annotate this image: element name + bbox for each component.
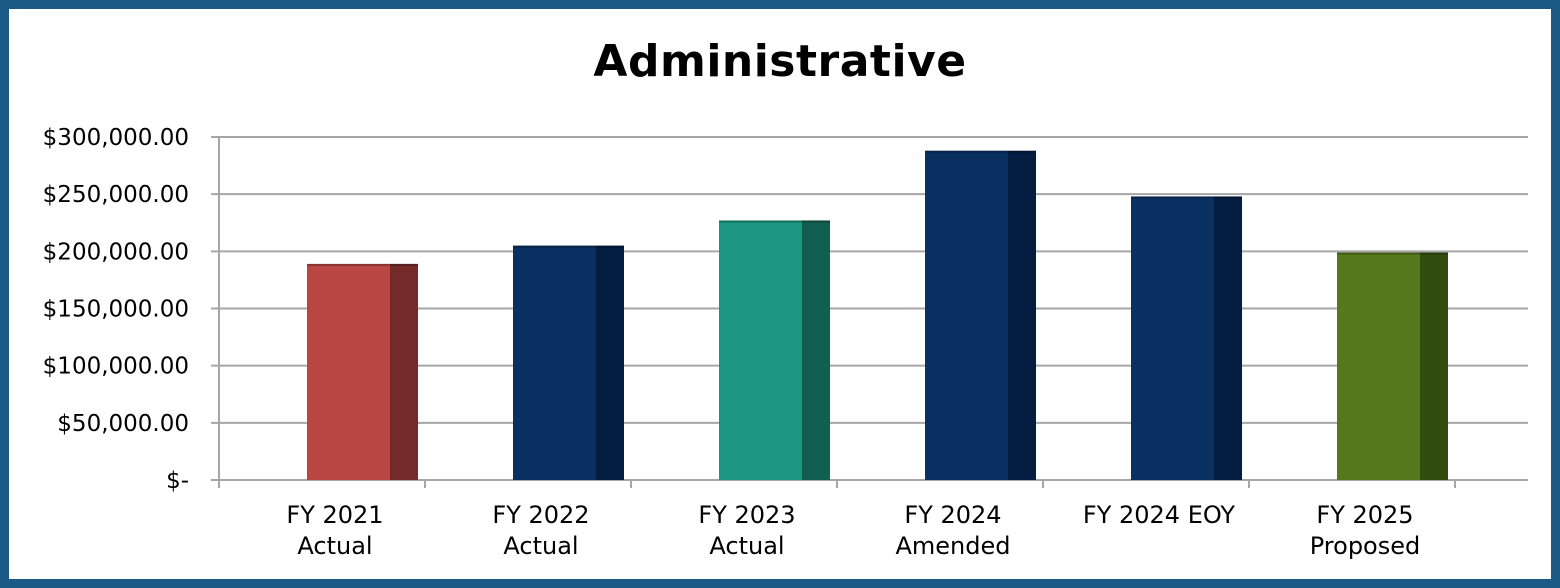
bar [1337,252,1420,480]
bar-side [390,263,418,480]
x-tick-label: FY 2021 [286,501,383,529]
y-tick-label: $50,000.00 [57,411,189,437]
bar [307,263,390,480]
x-tick-label: Amended [895,532,1010,560]
y-tick-label: $150,000.00 [43,297,189,323]
y-tick-label: $200,000.00 [43,239,189,265]
y-tick-label: $100,000.00 [43,354,189,380]
y-tick-label: $300,000.00 [43,125,189,151]
x-tick-label: FY 2024 [904,501,1001,529]
x-tick-label: Actual [503,532,578,560]
x-tick-label: FY 2024 EOY [1083,501,1236,529]
bar-side [1214,196,1242,480]
bar-side [1008,150,1036,480]
y-tick-label: $- [166,468,189,494]
bar-side [596,245,624,480]
bar [1131,196,1214,480]
x-tick-label: FY 2023 [698,501,795,529]
x-tick-label: Actual [709,532,784,560]
bar [925,150,1008,480]
x-tick-label: FY 2025 [1316,501,1413,529]
x-tick-label: Proposed [1310,532,1421,560]
x-tick-label: Actual [297,532,372,560]
bar [719,220,802,481]
bar-side [802,220,830,481]
bar [513,245,596,480]
y-tick-label: $250,000.00 [43,182,189,208]
chart-title: Administrative [593,36,967,87]
bar-side [1420,252,1448,480]
x-tick-label: FY 2022 [492,501,589,529]
